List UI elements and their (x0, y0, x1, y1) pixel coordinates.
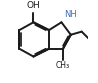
Text: CH₃: CH₃ (56, 61, 70, 70)
Text: NH: NH (65, 10, 77, 19)
Text: OH: OH (27, 1, 40, 10)
